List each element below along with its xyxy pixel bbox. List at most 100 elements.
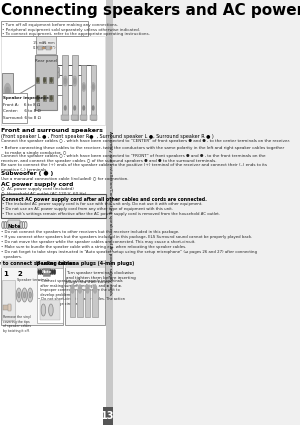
Bar: [2, 280, 15, 320]
Circle shape: [74, 106, 76, 110]
Circle shape: [57, 72, 60, 78]
FancyBboxPatch shape: [2, 73, 13, 118]
Bar: [50, 47, 52, 49]
FancyBboxPatch shape: [36, 36, 56, 54]
Bar: [40, 300, 60, 320]
Circle shape: [92, 106, 94, 110]
Text: (Front speaker L ● , Front speaker R●  , Surround speaker L ●, Surround speaker : (Front speaker L ● , Front speaker R● , …: [1, 134, 214, 139]
Circle shape: [41, 304, 46, 316]
Circle shape: [86, 285, 89, 293]
Circle shape: [82, 83, 85, 91]
Bar: [80, 115, 87, 120]
Text: 15 mm
(19/32"): 15 mm (19/32"): [32, 41, 47, 50]
Text: • Make sure to bundle the speaker cable with a string etc. when relocating the s: • Make sure to bundle the speaker cable …: [1, 245, 187, 249]
Text: Note: Note: [42, 270, 52, 274]
Text: • Before connecting these cables to the receiver, twist the conductors with the : • Before connecting these cables to the …: [1, 146, 284, 155]
Bar: [106, 0, 113, 425]
Circle shape: [40, 269, 42, 275]
FancyBboxPatch shape: [62, 55, 68, 120]
Circle shape: [83, 106, 85, 110]
Circle shape: [37, 96, 38, 100]
Circle shape: [92, 85, 94, 89]
Circle shape: [22, 288, 27, 302]
Circle shape: [71, 285, 74, 293]
Circle shape: [73, 76, 76, 86]
Text: • If you connect other speakers but the speakers included in this package, ELS S: • If you connect other speakers but the …: [1, 235, 253, 239]
Text: 13: 13: [101, 411, 115, 421]
Circle shape: [6, 88, 9, 97]
Circle shape: [42, 269, 43, 275]
FancyBboxPatch shape: [37, 268, 63, 323]
FancyBboxPatch shape: [8, 220, 20, 229]
Bar: [8, 304, 11, 311]
Circle shape: [83, 85, 85, 89]
Text: Be sure to connect the (+) ends of the speaker cables to the positive (+) termin: Be sure to connect the (+) ends of the s…: [1, 163, 267, 172]
Text: Speaker impedance: Speaker impedance: [3, 96, 49, 100]
Text: Connect the speaker cables ○ , which have been connected to “CENTER” of front sp: Connect the speaker cables ○ , which hav…: [1, 139, 290, 143]
Circle shape: [64, 76, 67, 86]
Text: Turn speaker terminals clockwise
and tighten them before inserting
plugs into th: Turn speaker terminals clockwise and tig…: [66, 271, 136, 284]
Text: Center:     6 to 8 Ω: Center: 6 to 8 Ω: [3, 109, 40, 113]
Circle shape: [50, 269, 52, 275]
Text: Connect AC power supply cord after all other cables and cords are connected.: Connect AC power supply cord after all o…: [2, 197, 207, 202]
Bar: [65, 260, 105, 268]
Circle shape: [49, 304, 53, 316]
Text: Speaker terminals: Speaker terminals: [17, 278, 50, 282]
FancyBboxPatch shape: [1, 194, 106, 218]
Text: Subwoofer ( ● ): Subwoofer ( ● ): [1, 171, 53, 176]
Circle shape: [16, 288, 22, 302]
Circle shape: [51, 96, 52, 100]
Text: Note: Note: [7, 224, 21, 229]
Circle shape: [54, 269, 56, 275]
Circle shape: [44, 96, 45, 100]
Text: • Do not use an AC power supply cord from any other type of equipment with this : • Do not use an AC power supply cord fro…: [2, 207, 173, 211]
Circle shape: [4, 83, 11, 102]
Circle shape: [52, 269, 54, 275]
Circle shape: [18, 292, 20, 298]
Circle shape: [13, 94, 14, 96]
Circle shape: [94, 285, 97, 293]
Text: ○  Household AC outlet (AC 120 V, 60 Hz): ○ Household AC outlet (AC 120 V, 60 Hz): [1, 191, 86, 195]
FancyBboxPatch shape: [36, 77, 39, 83]
Text: • Do not forget to take steps instructed in “Auto speaker setup using the setup : • Do not forget to take steps instructed…: [1, 250, 257, 258]
Circle shape: [29, 292, 31, 298]
Circle shape: [51, 78, 52, 82]
Text: Remove the vinyl
covering the tips
of speaker cables
by twisting it off.: Remove the vinyl covering the tips of sp…: [3, 315, 31, 333]
Text: • Do not connect the speakers to other receivers but the receiver included in th: • Do not connect the speakers to other r…: [1, 230, 179, 234]
Bar: [0, 0, 106, 25]
Bar: [71, 115, 79, 120]
Bar: [85, 289, 90, 317]
Text: • Turn off all equipment before making any connections.: • Turn off all equipment before making a…: [2, 23, 118, 27]
Bar: [3, 112, 12, 118]
Text: 2: 2: [17, 271, 22, 277]
Text: AC power supply cord: AC power supply cord: [1, 182, 74, 187]
Text: Rear panel: Rear panel: [35, 59, 57, 63]
FancyBboxPatch shape: [2, 93, 27, 123]
Text: 1: 1: [3, 271, 8, 277]
Text: • The unit’s settings remain effective after the AC power supply cord is removed: • The unit’s settings remain effective a…: [2, 212, 220, 216]
Text: • The included AC power supply cord is for use with this unit only. Do not use i: • The included AC power supply cord is f…: [2, 202, 203, 206]
FancyBboxPatch shape: [50, 95, 53, 101]
Circle shape: [79, 285, 82, 293]
Text: Front A:    6 to 8 Ω: Front A: 6 to 8 Ω: [3, 102, 40, 107]
Text: Use a monaural connection cable (included) ○ for connection.: Use a monaural connection cable (include…: [1, 176, 129, 180]
Text: If using banana plugs (4-mm plugs): If using banana plugs (4-mm plugs): [36, 261, 134, 266]
Bar: [42, 47, 44, 49]
Circle shape: [64, 106, 66, 110]
FancyBboxPatch shape: [1, 260, 63, 325]
Text: • Do not move the speaker while the speaker cables are connected. This may cause: • Do not move the speaker while the spea…: [1, 240, 196, 244]
FancyBboxPatch shape: [65, 260, 105, 325]
Text: Connect the speaker cables ○ , which have been connected to “FRONT” of front spe: Connect the speaker cables ○ , which hav…: [1, 154, 266, 163]
Text: ○  AC power supply cord (included): ○ AC power supply cord (included): [1, 187, 74, 191]
Circle shape: [37, 78, 38, 82]
FancyBboxPatch shape: [35, 55, 57, 110]
Bar: [61, 115, 69, 120]
Circle shape: [74, 79, 76, 83]
Bar: [70, 289, 75, 317]
Text: Connecting speakers and AC power supply cords: Connecting speakers and AC power supply …: [1, 3, 300, 18]
FancyBboxPatch shape: [43, 95, 46, 101]
Circle shape: [13, 99, 14, 102]
Bar: [90, 115, 97, 120]
Bar: [1, 260, 63, 268]
Text: 15 mm
(19/32"): 15 mm (19/32"): [41, 41, 56, 50]
